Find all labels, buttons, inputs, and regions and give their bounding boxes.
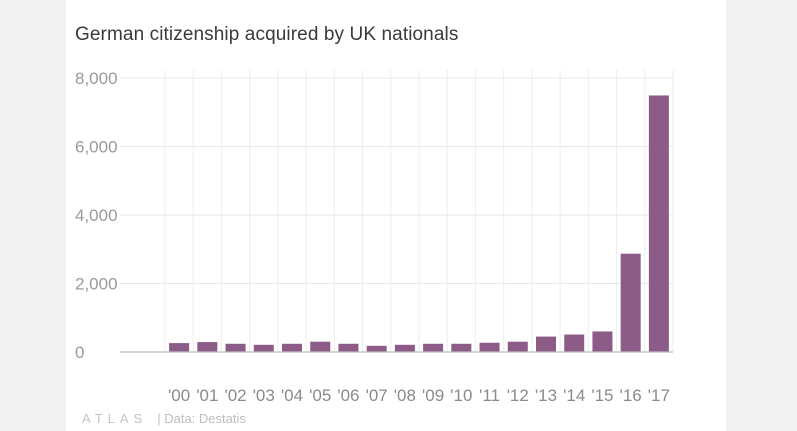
x-tick-label: '03: [253, 386, 275, 405]
bar-10: [451, 343, 472, 352]
bar-02: [225, 343, 246, 352]
chart-footer: ATLAS | Data: Destatis: [82, 408, 246, 428]
x-tick-label: '01: [196, 386, 218, 405]
bar-15: [592, 331, 613, 352]
x-tick-label: '17: [648, 386, 670, 405]
y-tick-label: 8,000: [75, 69, 118, 88]
bar-08: [394, 344, 415, 352]
y-tick-label: 0: [75, 343, 84, 362]
bar-13: [536, 336, 556, 352]
bar-06: [338, 343, 359, 352]
y-tick-label: 2,000: [75, 275, 118, 294]
x-tick-label: '09: [422, 386, 444, 405]
atlas-logo: ATLAS: [82, 410, 148, 426]
bar-09: [423, 343, 444, 352]
bar-01: [197, 342, 218, 352]
bar-14: [564, 334, 585, 352]
bar-03: [253, 344, 274, 352]
y-tick-label: 4,000: [75, 206, 118, 225]
x-tick-label: '07: [366, 386, 388, 405]
bar-04: [282, 343, 302, 352]
bar-05: [310, 341, 331, 352]
x-tick-label: '16: [620, 386, 642, 405]
chart-title: German citizenship acquired by UK nation…: [75, 24, 459, 45]
bar-16: [620, 253, 641, 352]
x-tick-label: '10: [450, 386, 472, 405]
x-tick-label: '04: [281, 386, 303, 405]
x-tick-label: '00: [168, 386, 190, 405]
bar-17: [648, 95, 669, 352]
x-tick-label: '05: [309, 386, 331, 405]
x-tick-label: '13: [535, 386, 557, 405]
x-tick-label: '06: [337, 386, 359, 405]
y-tick-label: 6,000: [75, 138, 118, 157]
bar-11: [479, 342, 500, 352]
x-tick-label: '15: [591, 386, 613, 405]
x-tick-label: '11: [479, 386, 500, 405]
bar-07: [366, 345, 387, 352]
x-tick-label: '12: [507, 386, 529, 405]
x-tick-label: '14: [563, 386, 585, 405]
data-source: | Data: Destatis: [157, 410, 246, 426]
bar-12: [507, 341, 528, 352]
x-tick-label: '02: [224, 386, 246, 405]
x-tick-label: '08: [394, 386, 416, 405]
bar-00: [169, 343, 190, 352]
